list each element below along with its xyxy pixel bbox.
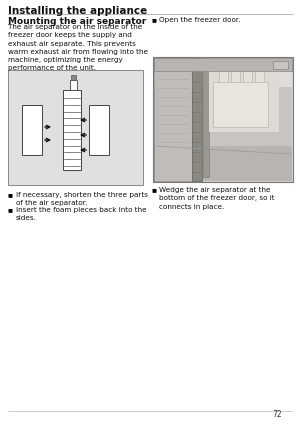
Bar bbox=[209, 72, 279, 132]
Bar bbox=[63, 90, 81, 170]
Bar bbox=[203, 62, 209, 177]
Bar bbox=[154, 146, 292, 181]
Bar bbox=[8, 70, 143, 185]
Text: ■: ■ bbox=[152, 17, 157, 22]
Text: Installing the appliance: Installing the appliance bbox=[8, 6, 147, 16]
Text: The air separator on the inside of the
freezer door keeps the supply and
exhaust: The air separator on the inside of the f… bbox=[8, 24, 148, 71]
Bar bbox=[154, 58, 192, 181]
Text: If necessary, shorten the three parts
of the air separator.: If necessary, shorten the three parts of… bbox=[16, 192, 148, 206]
Bar bbox=[243, 65, 252, 87]
Bar bbox=[89, 105, 109, 155]
Bar bbox=[213, 82, 268, 127]
Bar bbox=[70, 80, 77, 90]
Bar bbox=[22, 105, 42, 155]
Bar bbox=[71, 75, 76, 80]
Bar bbox=[153, 57, 293, 182]
Text: Insert the foam pieces back into the
sides.: Insert the foam pieces back into the sid… bbox=[16, 207, 147, 221]
Bar bbox=[154, 58, 292, 181]
Bar bbox=[192, 58, 202, 181]
Text: 72: 72 bbox=[272, 410, 282, 419]
Bar bbox=[273, 61, 288, 69]
Bar bbox=[154, 58, 292, 71]
Bar bbox=[213, 94, 221, 122]
Bar bbox=[231, 65, 240, 87]
Bar bbox=[219, 65, 228, 87]
Text: Mounting the air separator: Mounting the air separator bbox=[8, 17, 146, 26]
Bar bbox=[255, 65, 264, 87]
Text: ■: ■ bbox=[152, 187, 157, 192]
Bar bbox=[154, 58, 292, 87]
Text: Wedge the air separator at the
bottom of the freezer door, so it
connects in pla: Wedge the air separator at the bottom of… bbox=[159, 187, 274, 210]
Text: Open the freezer door.: Open the freezer door. bbox=[159, 17, 241, 23]
Text: ■: ■ bbox=[8, 192, 13, 197]
Text: ■: ■ bbox=[8, 207, 13, 212]
